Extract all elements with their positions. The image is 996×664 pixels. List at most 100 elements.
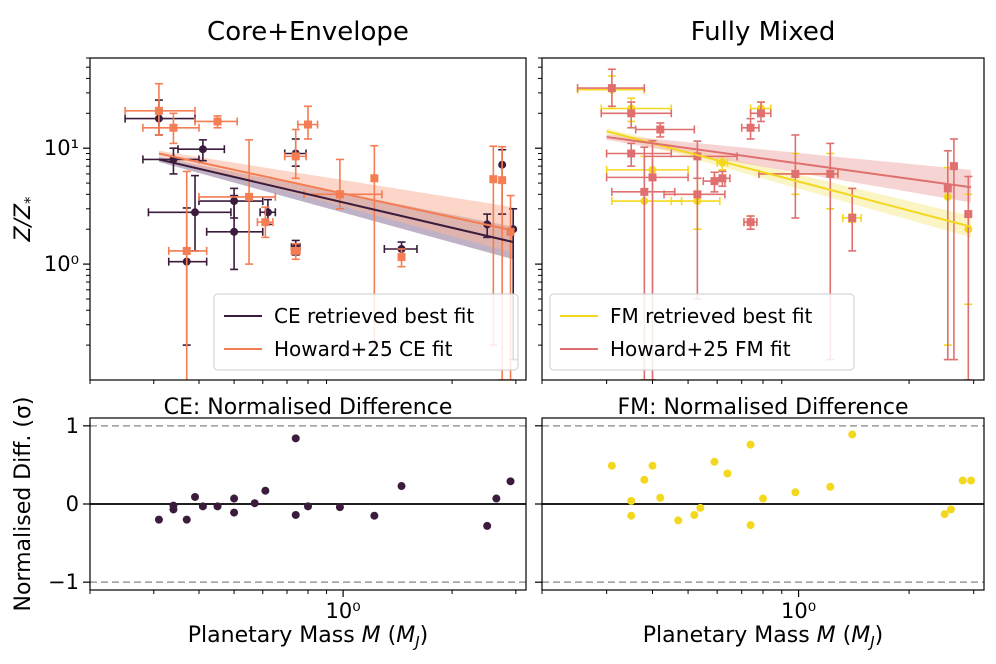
data-point	[946, 505, 955, 514]
x-axis-label-part: M	[396, 623, 415, 648]
y-tick-label: 1	[66, 414, 79, 438]
data-point	[627, 496, 636, 505]
data-point-square	[627, 109, 636, 118]
fit-line-0	[606, 130, 972, 228]
data-point	[483, 521, 492, 530]
data-point-square	[304, 120, 312, 129]
data-point	[723, 469, 732, 478]
data-point	[627, 511, 636, 520]
data-point	[710, 457, 719, 466]
data-point	[690, 510, 699, 519]
legend: CE retrieved best fit Howard+25 CE fit	[213, 293, 519, 371]
plot-area	[124, 82, 518, 380]
data-point	[397, 482, 406, 491]
data-point-square	[397, 253, 406, 262]
data-point	[791, 488, 800, 497]
legend: FM retrieved best fit Howard+25 FM fit	[549, 293, 855, 371]
x-axis-label-part: (	[836, 623, 852, 648]
data-point	[640, 475, 649, 484]
data-point-square	[791, 169, 800, 178]
x-axis-label-part: )	[875, 623, 884, 648]
x-axis-label-part: Planetary Mass	[643, 623, 817, 648]
data-point-square	[746, 123, 755, 132]
data-point	[746, 440, 755, 449]
data-point-square	[826, 169, 835, 178]
data-point-square	[943, 184, 952, 193]
data-point	[191, 208, 200, 217]
y-axis-label: Z/Z*	[11, 196, 39, 243]
data-point	[848, 430, 857, 439]
data-point	[230, 227, 239, 236]
data-point-square	[607, 84, 616, 93]
data-point-square	[169, 123, 178, 132]
data-point-square	[182, 246, 191, 255]
data-point	[958, 476, 967, 485]
legend-label: FM retrieved best fit	[610, 304, 813, 328]
plot-area	[576, 68, 973, 380]
y-tick-label: 10¹	[44, 136, 79, 160]
data-point-square	[261, 218, 270, 227]
plot-area	[90, 425, 526, 583]
fit-line-0	[158, 158, 514, 244]
y-tick-label: 10⁰	[44, 252, 79, 276]
data-point	[230, 508, 239, 517]
data-point	[648, 461, 657, 470]
data-point	[291, 510, 300, 519]
data-point-square	[949, 162, 958, 171]
legend-frame	[549, 293, 855, 371]
data-point	[154, 515, 163, 524]
data-point	[230, 197, 239, 206]
data-point	[940, 510, 949, 519]
x-axis-label-part: M	[817, 623, 836, 648]
data-point	[759, 494, 767, 503]
data-point	[335, 503, 344, 512]
x-axis-label-part: (	[381, 623, 397, 648]
data-point-square	[506, 227, 515, 236]
legend-frame	[213, 293, 519, 371]
x-tick-label: 10⁰	[326, 599, 361, 623]
panel-title: CE: Normalised Difference	[164, 395, 453, 420]
data-point	[492, 494, 501, 503]
x-axis-label-part: M	[362, 623, 381, 648]
data-point-square	[656, 125, 665, 134]
legend-label: Howard+25 FM fit	[610, 337, 791, 361]
data-point	[826, 482, 835, 491]
data-point-square	[245, 192, 254, 201]
y-tick-label: −1	[48, 570, 79, 594]
data-point	[696, 503, 705, 512]
x-axis-label-part: Planetary Mass	[188, 623, 362, 648]
data-point	[230, 494, 239, 503]
x-axis-label-part: )	[420, 623, 429, 648]
x-axis-label: Planetary Mass M (MJ)	[643, 623, 883, 651]
data-point-square	[291, 152, 300, 161]
data-point-square	[648, 173, 657, 182]
x-axis-label: Planetary Mass M (MJ)	[188, 623, 428, 651]
y-axis-label-part: Z/Z	[11, 203, 36, 242]
panel-title: Core+Envelope	[207, 17, 409, 47]
data-point	[182, 515, 191, 524]
data-point-square	[640, 187, 649, 196]
y-axis-label: Normalised Diff. (σ)	[11, 397, 36, 612]
panel-bottom-right: 10⁰ FM: Normalised Difference Planetary Ma…	[535, 395, 985, 651]
fit-band-1	[158, 150, 514, 253]
data-point	[191, 492, 200, 501]
legend-label: Howard+25 CE fit	[274, 337, 453, 361]
data-point	[291, 434, 300, 443]
y-axis-label-part: *	[21, 196, 39, 204]
data-point	[213, 502, 222, 511]
data-point	[250, 499, 259, 508]
data-point-square	[489, 175, 498, 184]
fit-line-1	[158, 152, 514, 232]
data-point-square	[213, 117, 222, 126]
panel-top-right: Fully Mixed FM retrieved best fit Howard+2…	[535, 17, 985, 384]
data-point-square	[693, 190, 702, 199]
data-point-square	[498, 176, 507, 185]
plot-area	[542, 425, 984, 583]
data-point	[198, 502, 207, 511]
fit-line-1	[606, 135, 972, 189]
data-point-square	[756, 109, 765, 118]
data-point	[674, 516, 683, 525]
x-axis-label-part: J	[412, 633, 419, 651]
data-point	[607, 461, 616, 470]
data-point	[261, 486, 270, 495]
